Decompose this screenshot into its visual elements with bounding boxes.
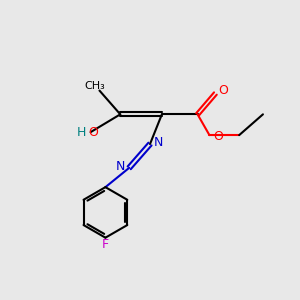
- Text: O: O: [213, 130, 223, 143]
- Text: N: N: [154, 136, 163, 149]
- Text: O: O: [218, 84, 228, 97]
- Text: CH₃: CH₃: [85, 81, 105, 91]
- Text: O: O: [88, 126, 98, 139]
- Text: F: F: [102, 238, 109, 251]
- Text: H: H: [77, 126, 86, 139]
- Text: N: N: [116, 160, 126, 173]
